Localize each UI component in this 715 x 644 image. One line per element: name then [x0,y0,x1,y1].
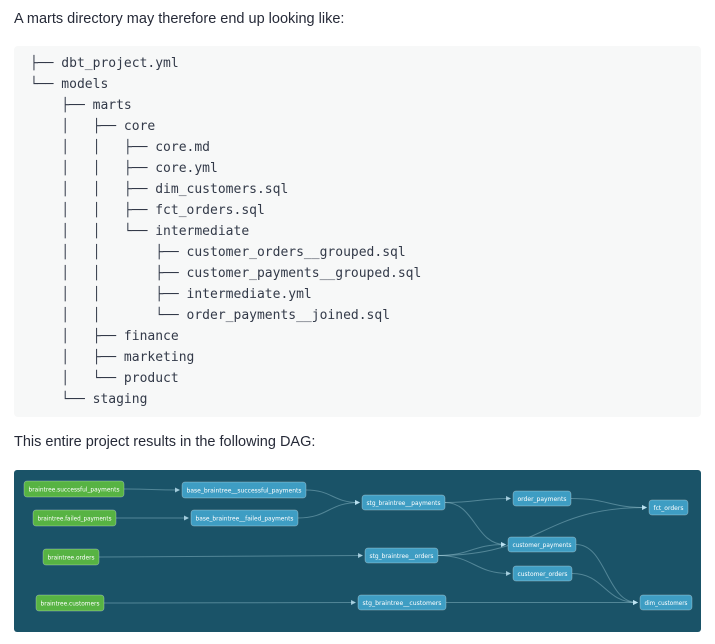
dag-node-stg_orders: stg_braintree__orders [364,547,439,564]
dag-node-base_failed: base_braintree__failed_payments [190,509,299,527]
dag-node-bt_success: braintree.successful_payments [23,480,125,498]
dag-node-stg_customers: stg_braintree__customers [357,594,447,611]
dag-edge-layer [98,487,647,606]
dag-edge-bt_success-to-base_success [123,487,180,493]
dag-node-order_payments: order_payments [512,490,572,507]
dag-edge-base_success-to-stg_payments [305,489,360,505]
dag-node-label: braintree.orders [48,553,96,561]
dag-node-fct_orders: fct_orders [648,499,689,516]
dag-edge-stg_orders-to-customer_orders [437,555,511,576]
dag-node-bt_failed: braintree.failed_payments [32,509,117,527]
dag-node-label: braintree.successful_payments [29,485,121,493]
dag-node-bt_customers: braintree.customers [35,594,105,612]
dag-edge-stg_orders-to-fct_orders [437,505,647,556]
dag-svg: braintree.successful_payments braintree.f… [23,480,693,612]
dag-node-stg_payments: stg_braintree__payments [361,494,446,511]
dag-edge-bt_customers-to-stg_customers [103,600,356,606]
directory-tree-code-block: ├── dbt_project.yml └── models ├── marts… [14,46,701,417]
intro-text: A marts directory may therefore end up l… [14,11,345,27]
dag-node-label: base_braintree__failed_payments [196,514,295,522]
dag-node-label: customer_payments [513,541,573,549]
dag-node-bt_orders: braintree.orders [42,548,100,566]
dag-node-label: order_payments [518,495,568,503]
dag-node-label: dim_customers [645,599,689,607]
dag-node-layer: braintree.successful_payments braintree.f… [23,480,693,612]
docs-page: A marts directory may therefore end up l… [14,12,701,632]
dag-edge-customer_payments-to-dim_customers [575,544,638,605]
dag-node-label: customer_orders [518,570,569,578]
dag-edge-stg_payments-to-order_payments [444,496,511,503]
dag-node-label: stg_braintree__customers [363,599,443,607]
dag-node-dim_customers: dim_customers [639,594,693,611]
dag-node-label: fct_orders [654,504,685,512]
dag-edge-stg_payments-to-customer_payments [444,502,506,547]
dag-edge-stg_orders-to-customer_payments [437,542,506,556]
dag-node-customer_orders: customer_orders [512,565,573,582]
dag-node-label: braintree.customers [41,599,101,607]
dag-panel: braintree.successful_payments braintree.f… [14,470,701,632]
dag-edge-bt_orders-to-stg_orders [98,553,363,559]
dag-edge-base_failed-to-stg_payments [297,500,360,519]
dag-node-label: base_braintree__successful_payments [187,486,303,494]
dag-node-base_success: base_braintree__successful_payments [181,481,307,499]
dag-node-customer_payments: customer_payments [507,536,577,553]
dag-edge-customer_orders-to-dim_customers [571,573,638,605]
dag-node-label: stg_braintree__payments [367,499,442,507]
dag-node-label: braintree.failed_payments [38,514,113,522]
dag-edge-order_payments-to-fct_orders [570,498,647,510]
dag-caption: This entire project results in the follo… [14,434,316,450]
dag-node-label: stg_braintree__orders [370,552,435,560]
